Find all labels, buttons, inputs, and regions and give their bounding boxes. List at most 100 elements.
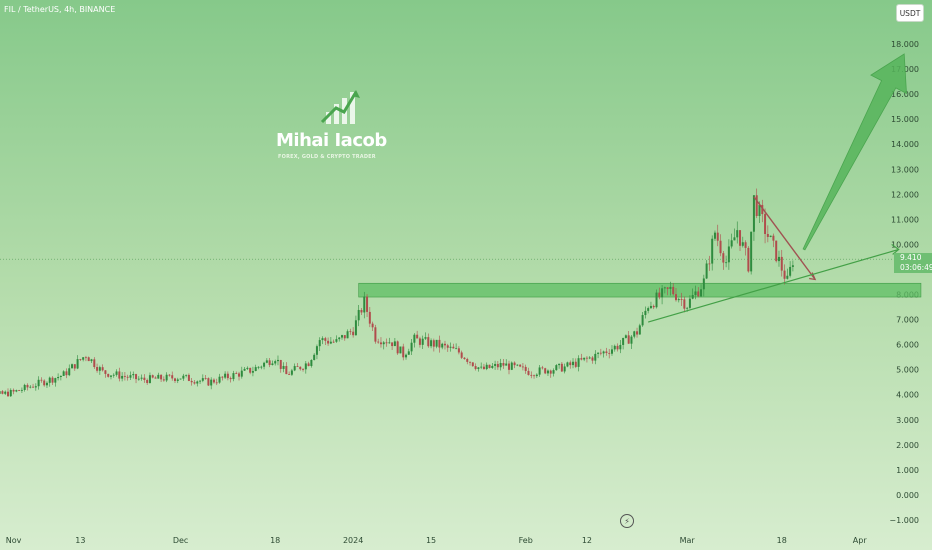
candle bbox=[210, 377, 213, 390]
candle bbox=[396, 340, 399, 355]
candle bbox=[79, 358, 82, 362]
candle bbox=[310, 359, 313, 368]
candle bbox=[769, 235, 772, 238]
candle bbox=[385, 338, 388, 347]
candle bbox=[519, 364, 522, 368]
y-tick-label: −1.000 bbox=[889, 516, 919, 525]
candle bbox=[132, 371, 135, 379]
candle bbox=[318, 337, 321, 352]
candle bbox=[123, 371, 126, 381]
candle bbox=[432, 338, 435, 352]
candle bbox=[329, 337, 332, 345]
candle bbox=[160, 374, 163, 383]
y-tick-label: 16.000 bbox=[891, 90, 919, 99]
candle bbox=[736, 221, 739, 244]
candle bbox=[544, 367, 547, 375]
candle bbox=[399, 346, 402, 354]
candle bbox=[257, 366, 260, 370]
candle bbox=[182, 373, 185, 381]
candle bbox=[293, 363, 296, 372]
projection-arrow bbox=[802, 53, 907, 251]
candle bbox=[521, 363, 524, 371]
candle bbox=[346, 329, 349, 339]
annotations bbox=[647, 53, 907, 323]
candle bbox=[727, 239, 730, 270]
candle bbox=[700, 284, 703, 298]
candle bbox=[441, 342, 444, 350]
candle bbox=[563, 363, 566, 374]
candle bbox=[435, 339, 438, 349]
candle bbox=[352, 327, 355, 338]
candle bbox=[62, 370, 65, 377]
candle bbox=[580, 353, 583, 361]
candle bbox=[641, 311, 644, 327]
candle bbox=[702, 274, 705, 297]
candle bbox=[207, 377, 210, 387]
candle bbox=[93, 357, 96, 369]
candle bbox=[112, 373, 115, 378]
candle bbox=[588, 356, 591, 360]
candle bbox=[204, 374, 207, 380]
candle bbox=[583, 357, 586, 362]
candle bbox=[135, 373, 138, 384]
candle bbox=[633, 330, 636, 339]
candle bbox=[410, 338, 413, 356]
x-tick-label: 13 bbox=[75, 536, 85, 545]
candle bbox=[666, 286, 669, 296]
candle bbox=[32, 383, 35, 388]
candle bbox=[109, 375, 112, 380]
candle bbox=[54, 377, 57, 387]
candle bbox=[413, 333, 416, 348]
ascending-trendline bbox=[647, 248, 899, 323]
candle bbox=[752, 195, 755, 241]
candle bbox=[98, 365, 101, 375]
x-tick-label: Feb bbox=[519, 536, 533, 545]
candle bbox=[187, 373, 190, 382]
candle bbox=[697, 287, 700, 298]
candle bbox=[43, 379, 46, 387]
candle bbox=[457, 346, 460, 355]
candle bbox=[148, 372, 151, 384]
candle bbox=[661, 284, 664, 305]
candle bbox=[605, 347, 608, 356]
candle bbox=[677, 297, 680, 303]
candle bbox=[302, 367, 305, 372]
candle bbox=[285, 362, 288, 375]
candle bbox=[363, 291, 366, 319]
y-tick-label: 15.000 bbox=[891, 115, 919, 124]
candle bbox=[377, 338, 380, 344]
currency-badge[interactable]: USDT bbox=[896, 4, 924, 22]
candle bbox=[263, 361, 266, 370]
candle bbox=[508, 360, 510, 375]
watermark-logo: Mihai Iacob FOREX, GOLD & CRYPTO TRADER bbox=[276, 88, 406, 166]
candle bbox=[446, 343, 449, 352]
candle bbox=[57, 373, 60, 381]
candle bbox=[443, 340, 446, 350]
candle bbox=[566, 361, 569, 368]
candle bbox=[513, 361, 516, 369]
candle bbox=[719, 234, 722, 257]
candle bbox=[460, 350, 463, 360]
candle bbox=[168, 374, 171, 377]
candle bbox=[307, 361, 310, 367]
candle bbox=[730, 233, 733, 249]
candle bbox=[783, 264, 786, 285]
candle bbox=[402, 343, 405, 361]
candle bbox=[185, 374, 188, 378]
candle bbox=[343, 335, 346, 341]
y-tick-label: 11.000 bbox=[891, 215, 919, 224]
candle bbox=[268, 358, 271, 368]
ascending-arrowhead bbox=[891, 243, 900, 255]
candle bbox=[791, 260, 794, 272]
lightning-icon[interactable]: ⚡ bbox=[620, 514, 634, 528]
candle bbox=[71, 363, 74, 369]
candle bbox=[327, 337, 330, 346]
candle bbox=[48, 376, 51, 387]
candle bbox=[59, 375, 62, 381]
candle bbox=[12, 388, 15, 395]
candle bbox=[218, 373, 221, 384]
candle bbox=[549, 369, 552, 378]
x-tick-label: 2024 bbox=[343, 536, 363, 545]
candle bbox=[772, 233, 775, 248]
